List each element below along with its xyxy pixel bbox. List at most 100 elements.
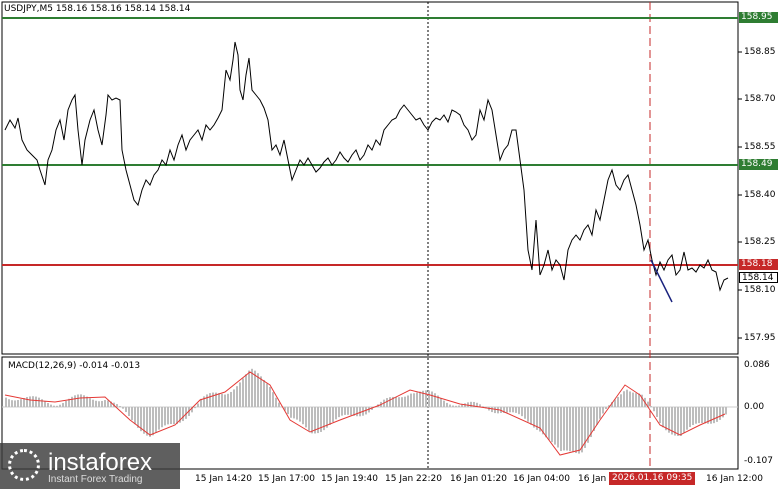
time-tick: 15 Jan 14:20 [195,474,252,484]
macd-bar [521,407,523,417]
macd-bar [461,404,463,407]
macd-bar [542,407,544,435]
macd-bar [452,405,454,407]
macd-bar [536,407,538,430]
macd-bar [716,407,718,422]
price-tick: 158.25 [744,237,776,247]
macd-title: MACD(12,26,9) -0.014 -0.013 [8,361,141,371]
macd-bar [14,400,16,407]
macd-bar [287,407,289,415]
macd-bar [80,394,82,407]
macd-bar [29,396,31,407]
trend-line [650,259,673,303]
macd-bar [404,396,406,407]
macd-bar [101,400,103,407]
macd-bar [104,400,106,407]
macd-bar [5,397,7,407]
macd-bar [611,402,613,407]
macd-histogram [5,368,727,454]
macd-bar [449,404,451,407]
macd-bar [74,395,76,407]
macd-bar [50,404,52,407]
macd-bar [635,393,637,407]
macd-bar [620,394,622,407]
macd-bar [143,407,145,434]
macd-bar [671,407,673,435]
macd-bar [326,407,328,428]
level-badge-top: 158.95 [739,12,778,23]
macd-bar [695,407,697,424]
macd-bar [158,407,160,430]
macd-bar [35,396,37,407]
macd-bar [578,407,580,454]
macd-bar [476,402,478,407]
macd-bar [587,407,589,443]
macd-bar [707,407,709,424]
macd-bar [398,397,400,407]
main-pane-border [1,1,739,355]
macd-tick: 0.086 [744,360,770,370]
macd-bar [680,407,682,436]
price-tick: 158.10 [744,285,776,295]
macd-bar [95,400,97,407]
macd-bar [686,407,688,430]
level-badge-red: 158.18 [739,259,778,270]
macd-bar [26,397,28,407]
macd-bar [242,378,244,407]
macd-bar [149,407,151,437]
macd-bar [389,397,391,407]
macd-bar [176,407,178,425]
macd-bar [290,407,292,418]
macd-bar [125,407,127,413]
macd-bar [212,392,214,407]
macd-bar [23,398,25,407]
macd-bar [56,405,58,407]
macd-bar [710,407,712,424]
macd-bar [626,389,628,407]
macd-bar [545,407,547,438]
macd-bar [92,399,94,407]
macd-signal-line [4,371,726,456]
macd-bar [11,400,13,407]
current-time-tag: 2026.01.16 09:35 [609,472,696,485]
macd-bar [41,399,43,407]
macd-bar [614,399,616,407]
macd-bar [668,407,670,433]
time-tick: 16 Jan 01:20 [450,474,507,484]
macd-bar [161,407,163,428]
macd-bar [272,392,274,407]
macd-bar [392,396,394,407]
macd-bar [263,379,265,407]
macd-bar [482,406,484,407]
macd-bar [572,407,574,453]
macd-bar [356,407,358,417]
macd-bar [551,407,553,443]
macd-bar [665,407,667,431]
time-tick: 16 Jan [578,474,607,484]
macd-bar [494,407,496,414]
macd-bar [407,395,409,407]
macd-bar [530,407,532,425]
macd-bar [116,404,118,407]
macd-bar [233,389,235,407]
macd-bar [236,386,238,407]
macd-bar [200,398,202,407]
macd-bar [506,407,508,413]
macd-bar [524,407,526,419]
macd-bar [638,393,640,407]
current-price-badge: 158.14 [739,272,778,283]
macd-bar [275,397,277,407]
macd-bar [182,407,184,422]
macd-bar [359,407,361,417]
macd-bar [155,407,157,433]
macd-bar [653,407,655,412]
macd-bar [701,407,703,424]
macd-bar [419,391,421,407]
macd-bar [683,407,685,433]
macd-bar [218,393,220,407]
macd-bar [314,407,316,434]
macd-bar [20,399,22,407]
level-badge-mid: 158.49 [739,159,778,170]
macd-bar [68,398,70,407]
